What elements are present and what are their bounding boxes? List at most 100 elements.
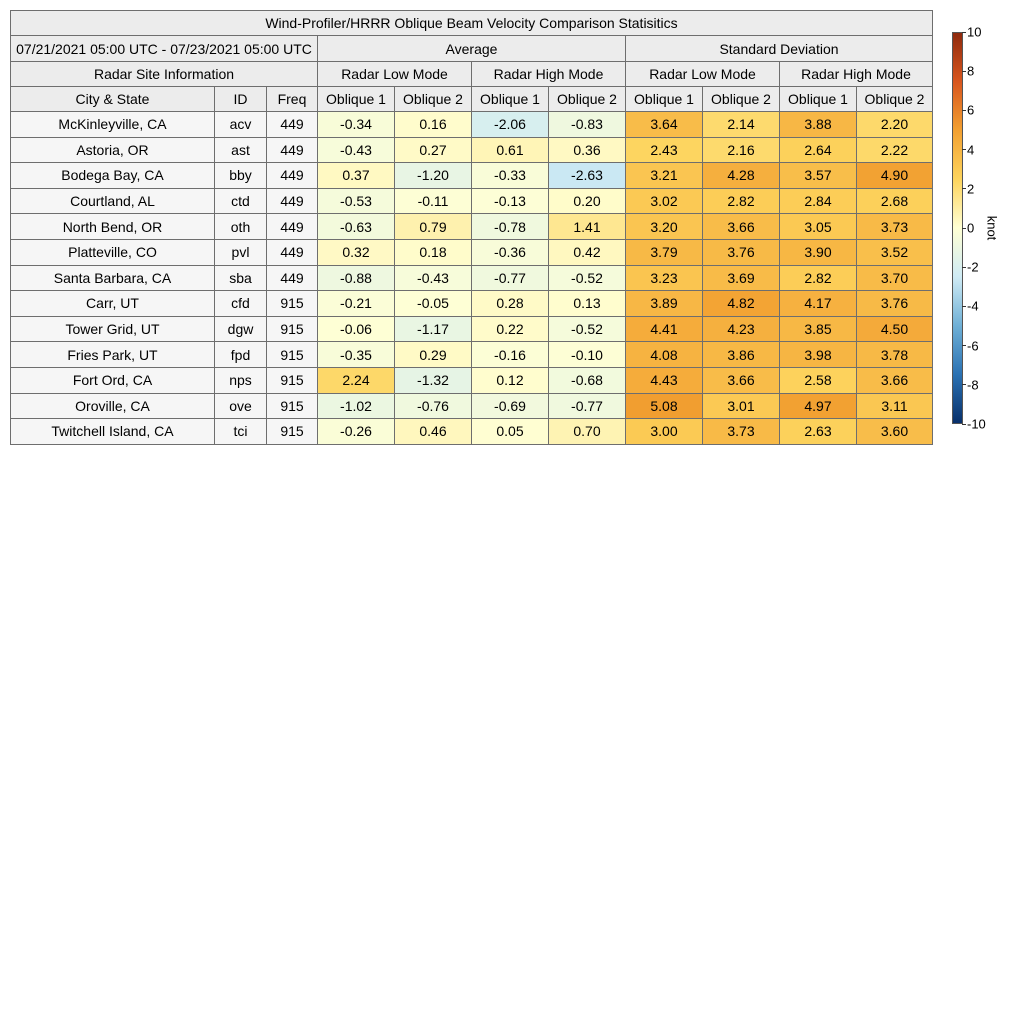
- site-info-header: Radar Site Information: [10, 61, 318, 87]
- std-value-cell: 3.23: [625, 264, 703, 292]
- avg-value-cell: -2.63: [548, 162, 626, 189]
- std-value-cell: 3.86: [702, 341, 780, 368]
- site-id: pvl: [214, 238, 267, 266]
- std-value-cell: 2.43: [625, 136, 703, 164]
- avg-value-cell: 0.13: [548, 290, 626, 317]
- avg-value-cell: -0.52: [548, 315, 626, 343]
- site-city: Tower Grid, UT: [10, 315, 215, 343]
- avg-value-cell: -0.43: [394, 264, 472, 292]
- table-row: Twitchell Island, CA tci 915 -0.26 0.46 0.05 0…: [10, 418, 933, 445]
- site-city: Bodega Bay, CA: [10, 162, 215, 189]
- site-freq: 915: [266, 392, 318, 420]
- std-value-cell: 3.88: [779, 111, 857, 138]
- site-freq: 449: [266, 187, 318, 215]
- avg-value-cell: -0.21: [317, 290, 395, 317]
- avg-value-cell: 0.36: [548, 136, 626, 164]
- site-freq: 915: [266, 290, 318, 317]
- avg-value-cell: 0.05: [471, 418, 549, 445]
- std-high-oblique2-header: Oblique 2: [856, 86, 933, 112]
- std-low-oblique2-header: Oblique 2: [702, 86, 780, 112]
- avg-value-cell: -0.52: [548, 264, 626, 292]
- group-average-header: Average: [317, 35, 626, 62]
- date-range: 07/21/2021 05:00 UTC - 07/23/2021 05:00 …: [10, 35, 318, 62]
- std-value-cell: 3.70: [856, 264, 933, 292]
- std-value-cell: 2.20: [856, 111, 933, 138]
- avg-value-cell: 1.41: [548, 213, 626, 240]
- std-value-cell: 2.84: [779, 187, 857, 215]
- site-freq: 449: [266, 162, 318, 189]
- avg-value-cell: 0.18: [394, 238, 472, 266]
- table-row: McKinleyville, CA acv 449 -0.34 0.16 -2.06 -0.…: [10, 111, 933, 138]
- site-id: bby: [214, 162, 267, 189]
- table-row: Tower Grid, UT dgw 915 -0.06 -1.17 0.22 -0.52 4…: [10, 315, 933, 343]
- avg-value-cell: -0.16: [471, 341, 549, 368]
- colorbar-tick-label: 4: [967, 142, 975, 158]
- avg-low-oblique2-header: Oblique 2: [394, 86, 472, 112]
- colorbar-tick-label: -4: [967, 298, 979, 314]
- avg-value-cell: -0.36: [471, 238, 549, 266]
- std-value-cell: 2.16: [702, 136, 780, 164]
- group-std-header: Standard Deviation: [625, 35, 933, 62]
- stats-table: Wind-Profiler/HRRR Oblique Beam Velocity…: [10, 10, 933, 445]
- site-city: Courtland, AL: [10, 187, 215, 215]
- std-value-cell: 2.58: [779, 366, 857, 394]
- std-value-cell: 5.08: [625, 392, 703, 420]
- avg-value-cell: -1.02: [317, 392, 395, 420]
- site-freq: 915: [266, 366, 318, 394]
- avg-value-cell: 0.79: [394, 213, 472, 240]
- avg-value-cell: -0.26: [317, 418, 395, 445]
- table-row: Fries Park, UT fpd 915 -0.35 0.29 -0.16 -0.10 4…: [10, 341, 933, 368]
- std-low-mode-header: Radar Low Mode: [625, 61, 780, 87]
- col-freq-header: Freq: [266, 86, 318, 112]
- colorbar-tick-label: 10: [967, 24, 982, 40]
- std-value-cell: 3.76: [856, 290, 933, 317]
- std-value-cell: 3.98: [779, 341, 857, 368]
- site-id: ove: [214, 392, 267, 420]
- std-value-cell: 3.52: [856, 238, 933, 266]
- avg-value-cell: -0.10: [548, 341, 626, 368]
- table-row: Oroville, CA ove 915 -1.02 -0.76 -0.69 -0.77 5.…: [10, 392, 933, 420]
- table-row: Santa Barbara, CA sba 449 -0.88 -0.43 -0.77 -0…: [10, 264, 933, 292]
- std-value-cell: 2.63: [779, 418, 857, 445]
- colorbar-tick-label: 2: [967, 181, 975, 197]
- avg-value-cell: -0.53: [317, 187, 395, 215]
- std-value-cell: 2.82: [779, 264, 857, 292]
- site-freq: 449: [266, 238, 318, 266]
- std-value-cell: 4.97: [779, 392, 857, 420]
- site-freq: 915: [266, 315, 318, 343]
- std-value-cell: 3.60: [856, 418, 933, 445]
- std-value-cell: 4.08: [625, 341, 703, 368]
- avg-value-cell: -0.05: [394, 290, 472, 317]
- std-value-cell: 3.73: [702, 418, 780, 445]
- site-id: ctd: [214, 187, 267, 215]
- site-id: cfd: [214, 290, 267, 317]
- std-value-cell: 4.17: [779, 290, 857, 317]
- std-value-cell: 2.14: [702, 111, 780, 138]
- avg-value-cell: 0.29: [394, 341, 472, 368]
- avg-value-cell: -0.13: [471, 187, 549, 215]
- col-id-header: ID: [214, 86, 267, 112]
- colorbar-tick-label: 8: [967, 63, 975, 79]
- site-city: Oroville, CA: [10, 392, 215, 420]
- std-value-cell: 3.01: [702, 392, 780, 420]
- table-row: Platteville, CO pvl 449 0.32 0.18 -0.36 0.42 3.…: [10, 238, 933, 266]
- avg-value-cell: -0.83: [548, 111, 626, 138]
- std-value-cell: 4.82: [702, 290, 780, 317]
- avg-value-cell: -2.06: [471, 111, 549, 138]
- std-value-cell: 3.20: [625, 213, 703, 240]
- site-id: nps: [214, 366, 267, 394]
- colorbar-tick-label: -2: [967, 259, 979, 275]
- colorbar-ticks: 10 8 6 4 2 0 -2 -4 -6 -8 -10: [962, 25, 1004, 432]
- avg-value-cell: -0.11: [394, 187, 472, 215]
- std-value-cell: 4.43: [625, 366, 703, 394]
- avg-value-cell: -1.32: [394, 366, 472, 394]
- colorbar-unit-label: knot: [984, 215, 1000, 241]
- avg-value-cell: 0.37: [317, 162, 395, 189]
- avg-value-cell: -0.63: [317, 213, 395, 240]
- colorbar-tick-label: -10: [967, 416, 986, 432]
- std-value-cell: 4.50: [856, 315, 933, 343]
- avg-value-cell: -0.35: [317, 341, 395, 368]
- site-id: fpd: [214, 341, 267, 368]
- site-city: Fries Park, UT: [10, 341, 215, 368]
- std-value-cell: 2.22: [856, 136, 933, 164]
